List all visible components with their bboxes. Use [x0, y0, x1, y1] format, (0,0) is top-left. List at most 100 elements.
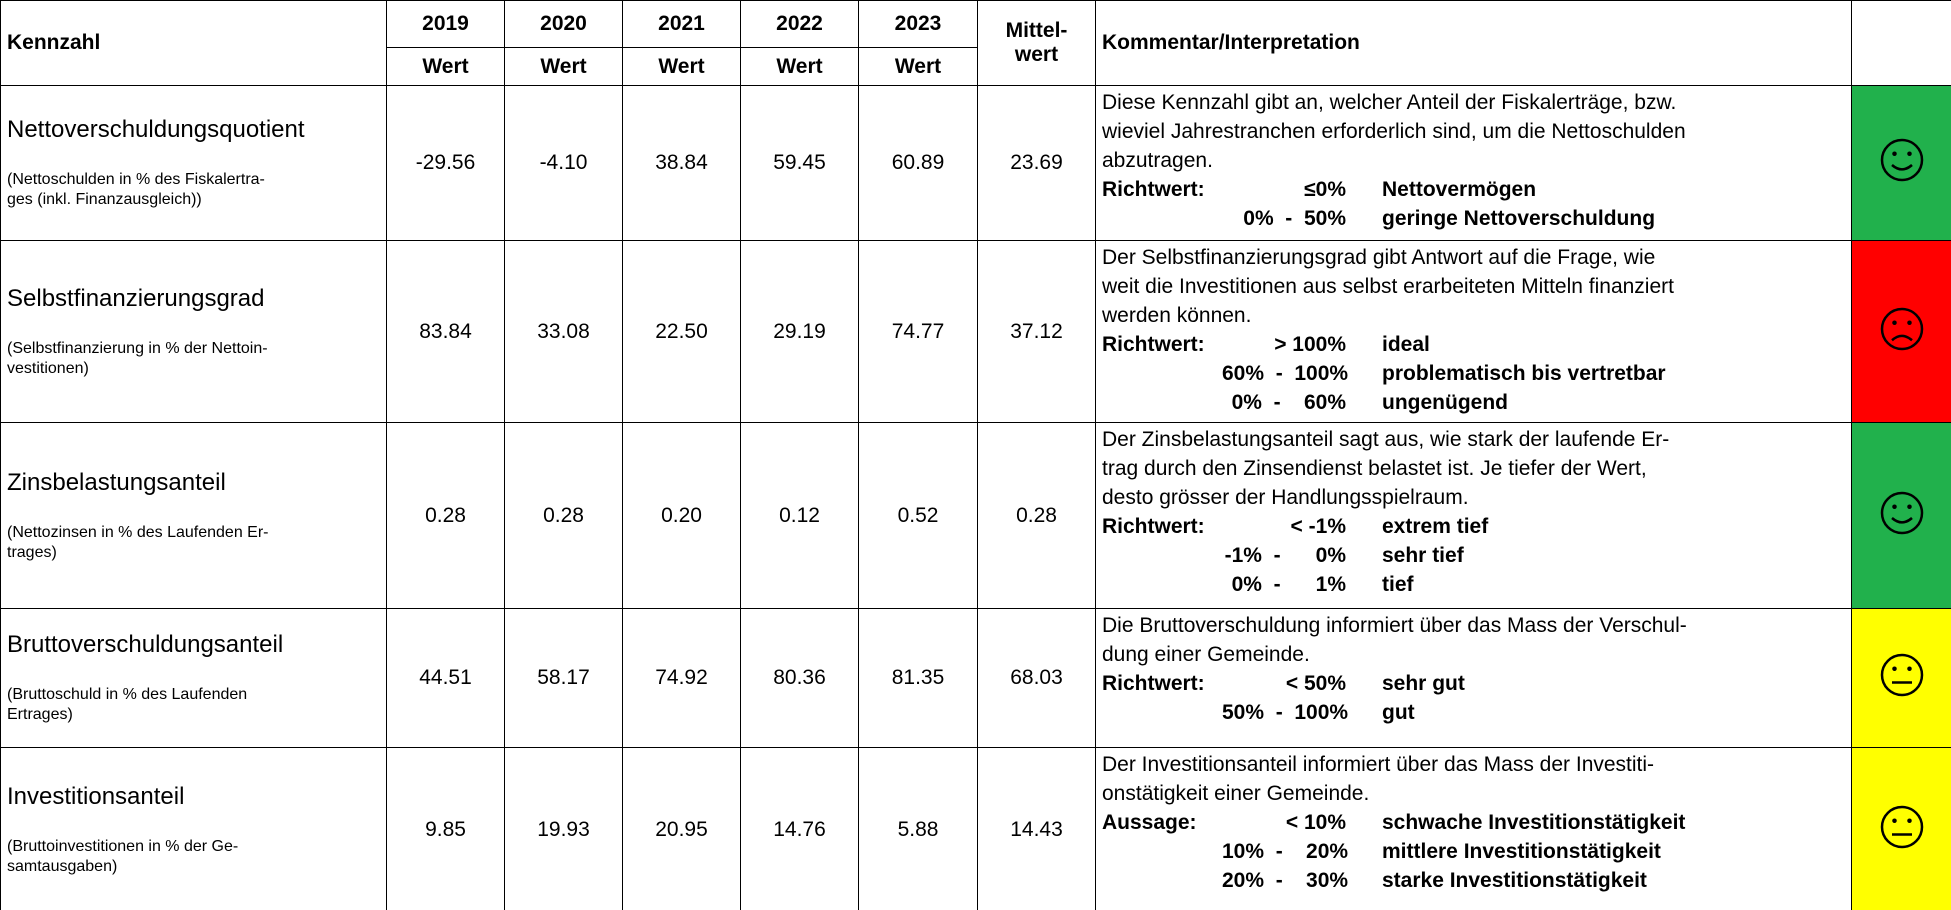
guide-range: ≤0% — [1304, 178, 1346, 201]
value-cell: 0.52 — [858, 422, 978, 609]
guide-range: 10% - 20% — [1222, 840, 1349, 863]
data-row: Investitionsanteil (Bruttoinvestitionen i… — [0, 747, 1951, 910]
kennzahl-name: Zinsbelastungsanteil — [7, 468, 226, 496]
guide-label: Aussage: — [1102, 811, 1197, 834]
comment-text: Diese Kennzahl gibt an, welcher Anteil d… — [1102, 91, 1686, 172]
kennzahl-cell: Selbstfinanzierungsgrad (Selbstfinanzieru… — [0, 240, 387, 423]
value-cell: 14.43 — [977, 747, 1096, 910]
status-cell — [1851, 747, 1951, 910]
data-row: Nettoverschuldungsquotient (Nettoschulden… — [0, 85, 1951, 241]
header-cell: 2019 — [386, 0, 505, 48]
guide: Richtwert: < -1% extrem tief -1% - 0% sehr t… — [1102, 512, 1845, 599]
guide-text: sehr tief — [1382, 544, 1464, 567]
value-cell: 60.89 — [858, 85, 978, 241]
kennzahl-note: (Selbstfinanzierung in % der Nettoin- ve… — [7, 339, 268, 377]
comment-cell: Der Investitionsanteil informiert über d… — [1095, 747, 1852, 910]
header-row: Kennzahl 2019 2020 2021 2022 2023 Mittel… — [0, 0, 1951, 86]
value-cell: 0.12 — [740, 422, 859, 609]
kennzahl-cell: Zinsbelastungsanteil (Nettozinsen in % de… — [0, 422, 387, 609]
value-cell: 29.19 — [740, 240, 859, 423]
guide-range: 0% - 1% — [1231, 573, 1346, 596]
value-cell: 81.35 — [858, 608, 978, 748]
value-cell: 0.28 — [386, 422, 505, 609]
value-cell: 68.03 — [977, 608, 1096, 748]
comment-cell: Diese Kennzahl gibt an, welcher Anteil d… — [1095, 85, 1852, 241]
value-cell: 80.36 — [740, 608, 859, 748]
kennzahl-name: Selbstfinanzierungsgrad — [7, 284, 265, 312]
status-cell — [1851, 240, 1951, 423]
header-cell: 2023 — [858, 0, 978, 48]
guide-label — [1102, 837, 1222, 866]
smiley — [1880, 307, 1923, 350]
guide-range: < 50% — [1285, 672, 1346, 695]
guide-text: problematisch bis vertretbar — [1382, 362, 1666, 385]
kennzahl-note: (Nettoschulden in % des Fiskalertra- ges… — [7, 171, 265, 208]
guide-text: geringe Nettoverschuldung — [1382, 207, 1656, 230]
guide-label: Richtwert: — [1102, 672, 1205, 695]
guide-text: mittlere Investitionstätigkeit — [1382, 840, 1661, 863]
smiley — [1880, 653, 1923, 697]
header-cell: Wert — [386, 47, 505, 86]
guide-range: < 10% — [1285, 811, 1346, 834]
value-cell: 83.84 — [386, 240, 505, 423]
data-row: Bruttoverschuldungsanteil (Bruttoschuld i… — [0, 608, 1951, 748]
kennzahl-name: Bruttoverschuldungsanteil — [7, 631, 284, 658]
value-cell: 23.69 — [977, 85, 1096, 241]
guide-text: gut — [1382, 701, 1415, 724]
header-row: Wert Wert Wert Wert Wert — [1, 47, 1951, 86]
guide: Richtwert: > 100% ideal 60% - 100% problemat… — [1102, 330, 1845, 417]
comment-cell: Die Bruttoverschuldung informiert über d… — [1095, 608, 1852, 748]
value-cell: 9.85 — [386, 747, 505, 910]
value-cell: 74.77 — [858, 240, 978, 423]
data-row: Zinsbelastungsanteil (Nettozinsen in % de… — [0, 422, 1951, 609]
guide-label — [1102, 541, 1222, 570]
header-cell: 2020 — [504, 0, 623, 48]
value-cell: 0.28 — [504, 422, 623, 609]
comment-cell: Der Zinsbelastungsanteil sagt aus, wie s… — [1095, 422, 1852, 609]
kennzahl-cell: Nettoverschuldungsquotient (Nettoschulden… — [0, 85, 387, 241]
guide-range: 20% - 30% — [1222, 869, 1349, 892]
header-cell — [1851, 0, 1951, 86]
kennzahl-note: (Nettozinsen in % des Laufenden Er- trag… — [7, 523, 269, 561]
value-cell: -29.56 — [386, 85, 505, 241]
guide-label — [1102, 698, 1222, 727]
guide-label: Richtwert: — [1102, 178, 1205, 201]
guide-text: starke Investitionstätigkeit — [1382, 869, 1647, 892]
comment-text: Der Zinsbelastungsanteil sagt aus, wie s… — [1102, 428, 1670, 509]
comment-text: Der Investitionsanteil informiert über d… — [1102, 753, 1655, 805]
header-cell: Wert — [740, 47, 859, 86]
guide-text: ungenügend — [1382, 391, 1508, 414]
header-cell: 2022 — [740, 0, 859, 48]
guide: Richtwert: ≤0% Nettovermögen 0% - 50% gering… — [1102, 175, 1845, 233]
value-cell: 59.45 — [740, 85, 859, 241]
value-cell: 44.51 — [386, 608, 505, 748]
header-cell: Wert — [858, 47, 978, 86]
kennzahl-cell: Bruttoverschuldungsanteil (Bruttoschuld i… — [0, 608, 387, 748]
header-cell: Wert — [504, 47, 623, 86]
value-cell: 5.88 — [858, 747, 978, 910]
guide-label: Richtwert: — [1102, 515, 1205, 538]
comment-text: Die Bruttoverschuldung informiert über d… — [1102, 614, 1687, 666]
data-row: Selbstfinanzierungsgrad (Selbstfinanzieru… — [0, 240, 1951, 423]
value-cell: 14.76 — [740, 747, 859, 910]
smiley — [1880, 138, 1923, 182]
value-cell: 19.93 — [504, 747, 623, 910]
guide-label — [1102, 388, 1222, 417]
kennzahl-name: Nettoverschuldungsquotient — [7, 116, 305, 143]
guide: Richtwert: < 50% sehr gut 50% - 100% gut — [1102, 669, 1845, 727]
guide-range: 0% - 60% — [1231, 391, 1346, 414]
guide-range: 0% - 50% — [1243, 207, 1346, 230]
kennzahl-note: (Bruttoschuld in % des Laufenden Ertrage… — [7, 686, 248, 723]
value-cell: 38.84 — [622, 85, 741, 241]
value-cell: 58.17 — [504, 608, 623, 748]
kennzahl-name: Investitionsanteil — [7, 783, 185, 810]
value-cell: 0.28 — [977, 422, 1096, 609]
guide-range: < -1% — [1290, 515, 1346, 538]
guide-label — [1102, 866, 1222, 895]
kennzahl-cell: Investitionsanteil (Bruttoinvestitionen i… — [0, 747, 387, 910]
value-cell: 33.08 — [504, 240, 623, 423]
header-cell: 2021 — [622, 0, 741, 48]
guide-text: extrem tief — [1382, 515, 1489, 538]
